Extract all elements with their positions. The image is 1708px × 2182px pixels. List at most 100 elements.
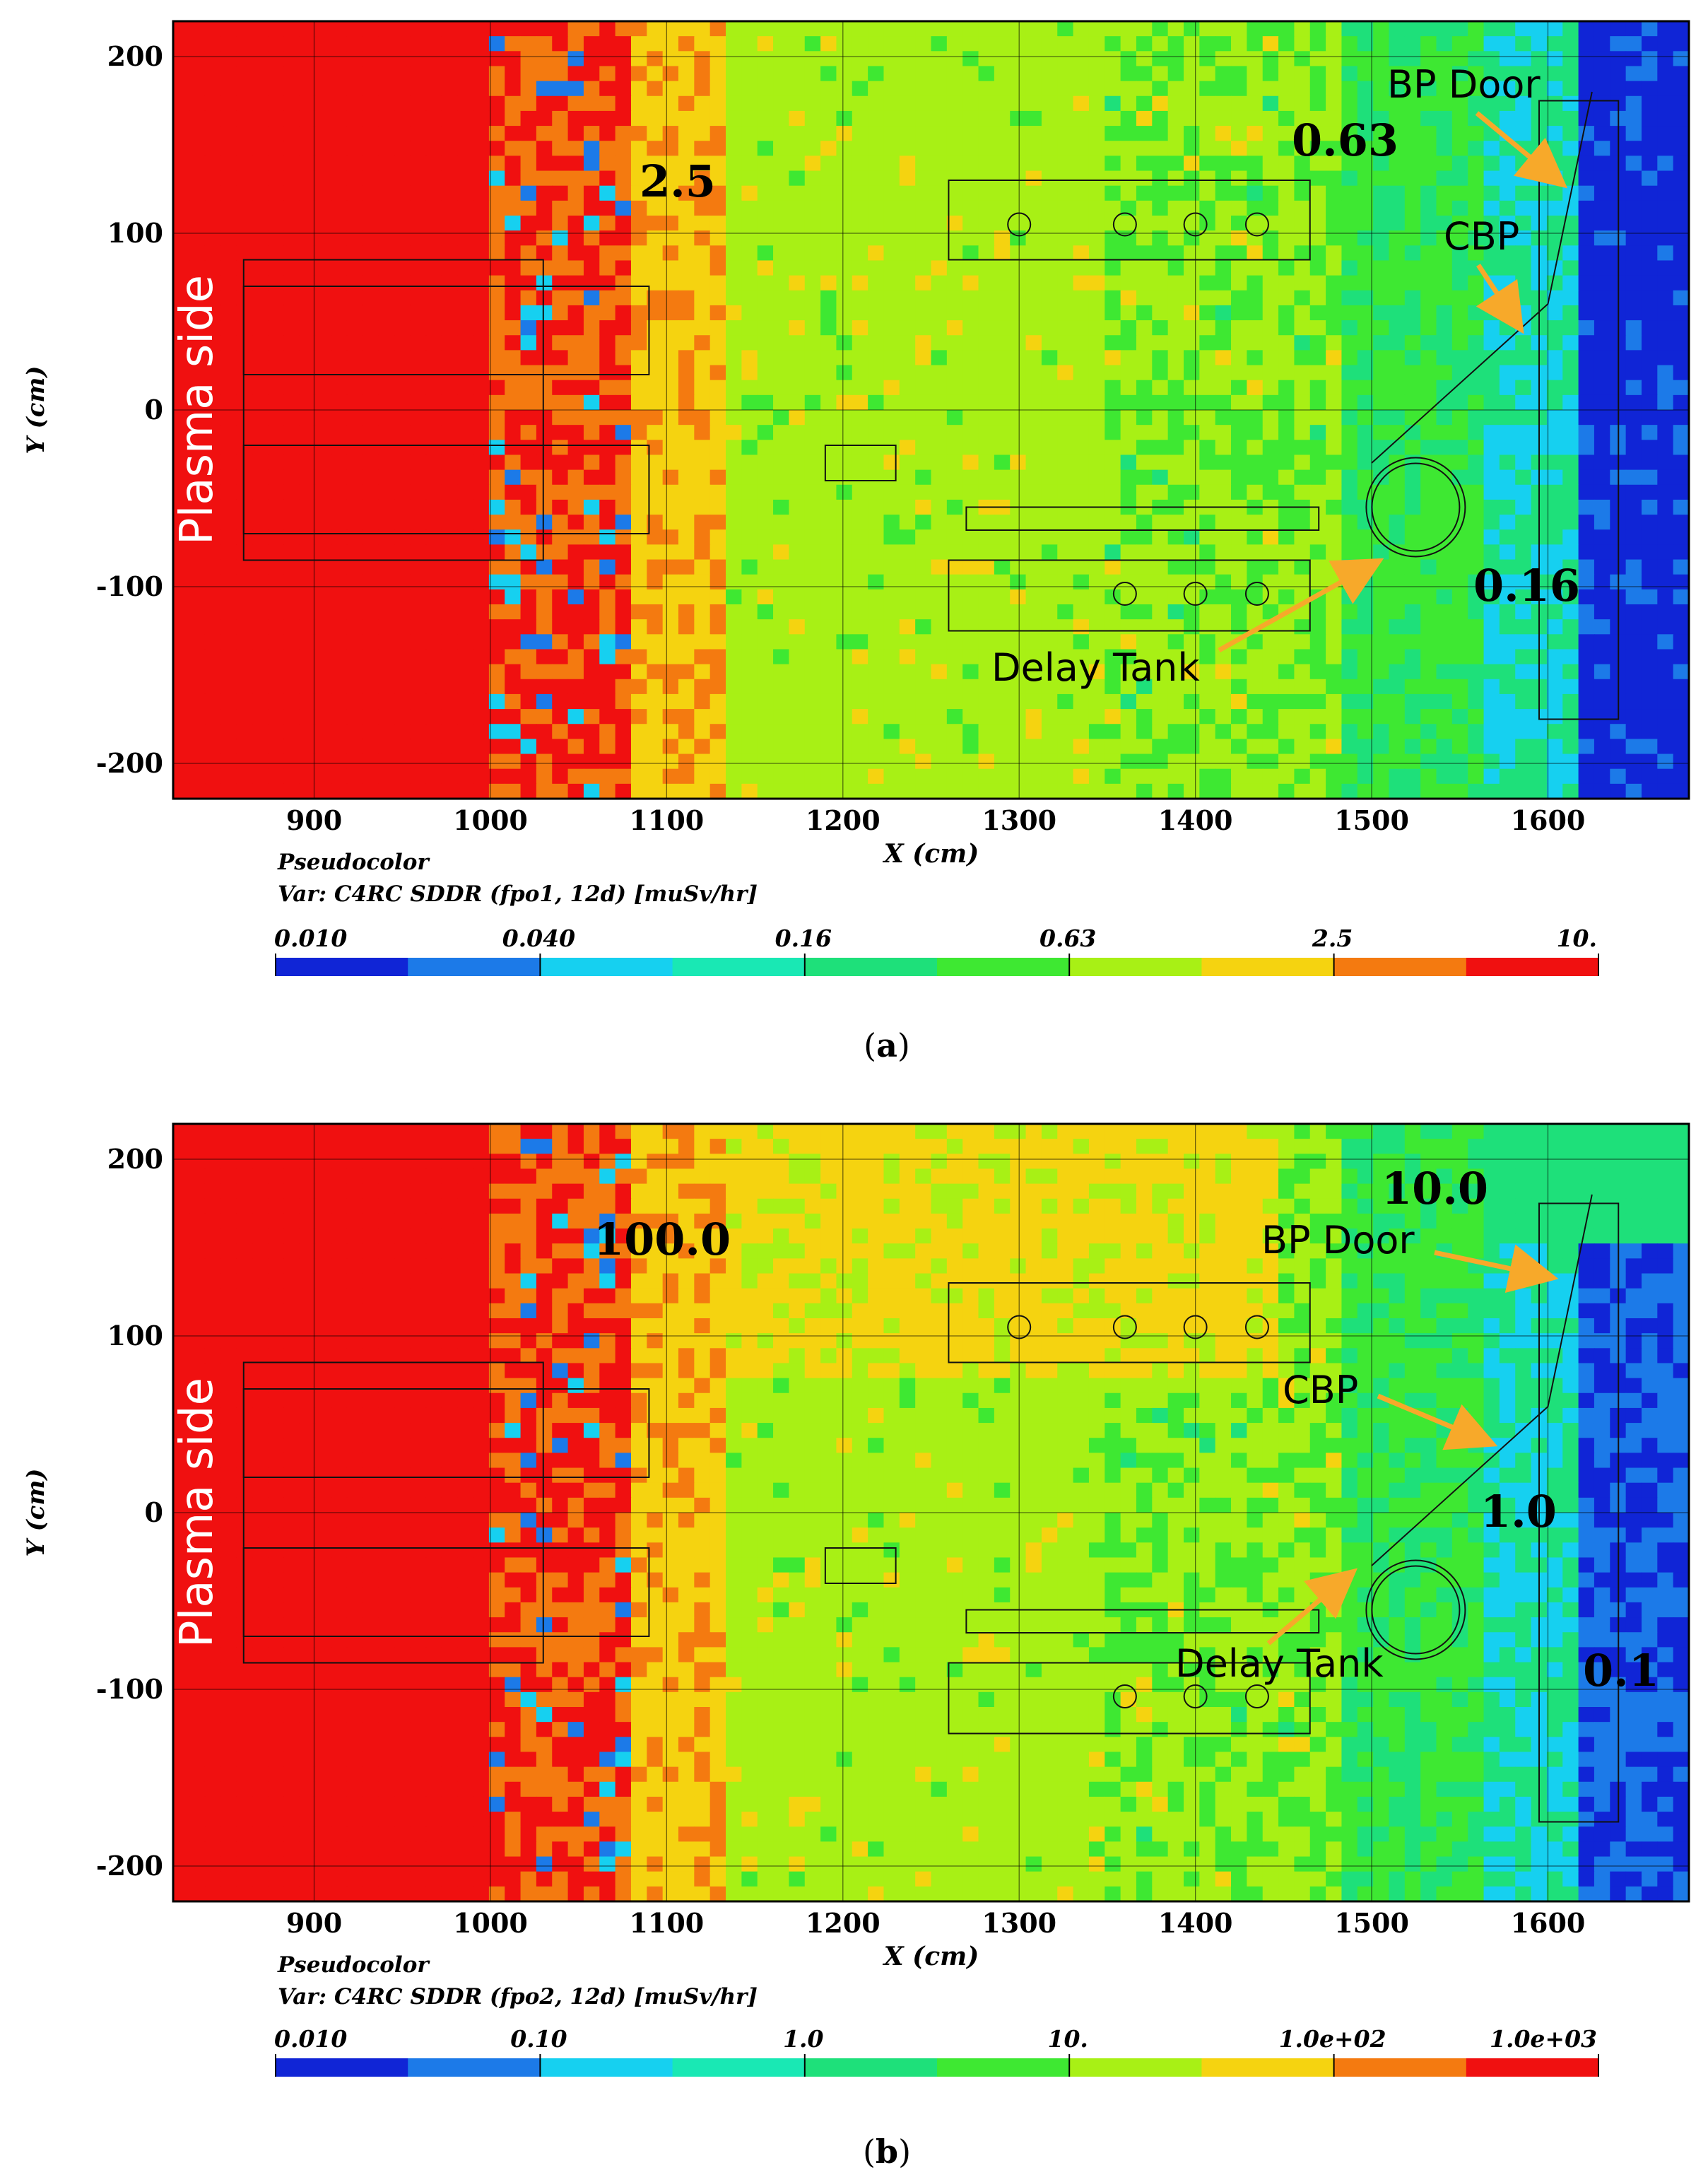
heatmap-cell xyxy=(1641,739,1658,755)
heatmap-cell xyxy=(1025,559,1042,575)
heatmap-cell xyxy=(1025,724,1042,739)
heatmap-cell xyxy=(868,693,885,710)
heatmap-cell xyxy=(1625,320,1642,336)
heatmap-cell xyxy=(789,559,806,575)
heatmap-cell xyxy=(268,410,284,426)
heatmap-cell xyxy=(536,619,553,635)
heatmap-cell xyxy=(1657,156,1674,172)
heatmap-cell xyxy=(1546,589,1563,605)
heatmap-cell xyxy=(741,66,758,82)
heatmap-cell xyxy=(315,260,332,276)
heatmap-cell xyxy=(1404,141,1421,156)
heatmap-cell xyxy=(1309,380,1326,396)
heatmap-cell xyxy=(410,335,427,351)
heatmap-cell xyxy=(1120,200,1137,216)
heatmap-cell xyxy=(1025,290,1042,306)
heatmap-cell xyxy=(220,21,237,37)
heatmap-cell xyxy=(1309,216,1326,231)
heatmap-cell xyxy=(1025,709,1042,725)
heatmap-cell xyxy=(1515,21,1532,37)
heatmap-cell xyxy=(1641,454,1658,471)
heatmap-cell xyxy=(1073,724,1090,739)
heatmap-cell xyxy=(1578,604,1595,620)
heatmap-cell xyxy=(1199,335,1216,351)
heatmap-cell xyxy=(220,290,237,306)
heatmap-cell xyxy=(994,649,1011,665)
heatmap-cell xyxy=(220,380,237,396)
heatmap-cell xyxy=(299,693,316,710)
heatmap-cell xyxy=(236,410,253,426)
heatmap-cell xyxy=(1262,350,1279,366)
heatmap-cell xyxy=(552,156,569,172)
heatmap-cell xyxy=(189,245,206,262)
heatmap-cell xyxy=(709,454,726,471)
heatmap-cell xyxy=(1215,335,1232,351)
heatmap-cell xyxy=(1499,410,1516,426)
heatmap-cell xyxy=(473,290,490,306)
heatmap-cell xyxy=(1625,216,1642,231)
heatmap-cell xyxy=(268,350,284,366)
heatmap-cell xyxy=(1247,126,1264,141)
heatmap-cell xyxy=(1594,290,1610,306)
heatmap-cell xyxy=(1483,454,1500,471)
heatmap-cell xyxy=(189,21,206,37)
heatmap-cell xyxy=(189,454,206,471)
heatmap-cell xyxy=(741,230,758,246)
heatmap-cell xyxy=(868,126,885,141)
heatmap-cell xyxy=(1199,320,1216,336)
heatmap-cell xyxy=(883,365,900,381)
heatmap-cell xyxy=(946,305,963,321)
heatmap-cell xyxy=(346,739,363,755)
heatmap-cell xyxy=(1673,739,1690,755)
heatmap-cell xyxy=(505,260,522,276)
heatmap-cell xyxy=(599,544,616,561)
heatmap-cell xyxy=(1309,81,1326,97)
heatmap-cell xyxy=(473,21,490,37)
heatmap-cell xyxy=(1073,693,1090,710)
heatmap-cell xyxy=(883,350,900,366)
heatmap-cell xyxy=(1483,230,1500,246)
heatmap-cell xyxy=(1468,783,1485,799)
heatmap-cell xyxy=(252,664,269,680)
heatmap-cell xyxy=(378,365,395,381)
heatmap-cell xyxy=(1152,634,1169,650)
heatmap-cell xyxy=(883,275,900,291)
heatmap-cell xyxy=(1057,529,1074,545)
heatmap-cell xyxy=(552,394,569,411)
heatmap-cell xyxy=(994,21,1011,37)
heatmap-cell xyxy=(1073,230,1090,246)
heatmap-cell xyxy=(378,559,395,575)
heatmap-cell xyxy=(1483,66,1500,82)
heatmap-cell xyxy=(1057,425,1074,440)
heatmap-cell xyxy=(789,589,806,605)
heatmap-cell xyxy=(1625,335,1642,351)
heatmap-cell xyxy=(441,305,458,321)
heatmap-cell xyxy=(425,515,442,530)
heatmap-cell xyxy=(709,126,726,141)
heatmap-cell xyxy=(647,664,664,680)
heatmap-cell xyxy=(1215,95,1232,112)
heatmap-cell xyxy=(1105,469,1121,486)
heatmap-cell xyxy=(741,515,758,530)
heatmap-cell xyxy=(283,126,300,141)
heatmap-cell xyxy=(1231,95,1247,112)
heatmap-cell xyxy=(1420,469,1437,486)
heatmap-cell xyxy=(236,380,253,396)
heatmap-cell xyxy=(520,320,537,336)
heatmap-cell xyxy=(552,216,569,231)
heatmap-cell xyxy=(410,529,427,545)
heatmap-cell xyxy=(931,454,948,471)
heatmap-cell xyxy=(1105,425,1121,440)
heatmap-cell xyxy=(1468,81,1485,97)
heatmap-cell xyxy=(1641,66,1658,82)
heatmap-cell xyxy=(583,440,600,456)
heatmap-cell xyxy=(1483,36,1500,52)
heatmap-cell xyxy=(1641,529,1658,545)
heatmap-cell xyxy=(647,230,664,246)
heatmap-cell xyxy=(1546,410,1563,426)
heatmap-cell xyxy=(473,230,490,246)
heatmap-cell xyxy=(1499,66,1516,82)
heatmap-cell xyxy=(1309,305,1326,321)
heatmap-cell xyxy=(1231,290,1247,306)
heatmap-cell xyxy=(978,66,995,82)
